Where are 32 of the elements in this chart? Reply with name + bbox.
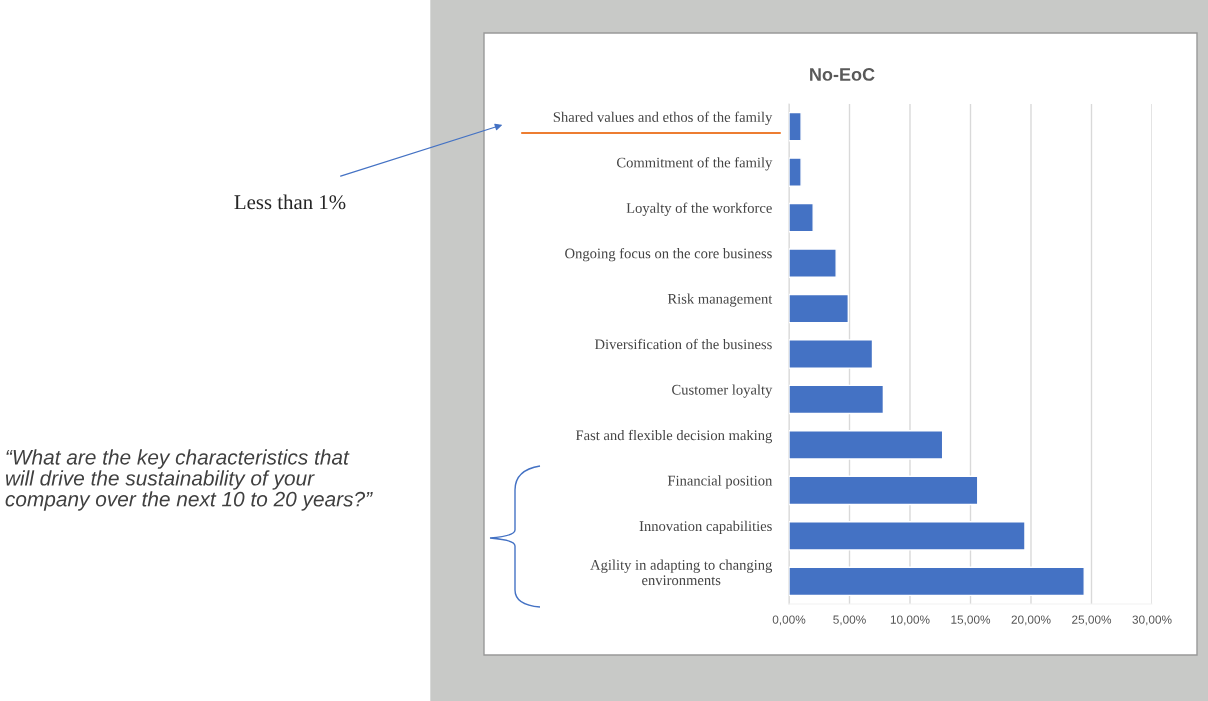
bar bbox=[789, 566, 1085, 597]
x-tick-label: 0,00% bbox=[772, 615, 806, 626]
x-tick-label: 30,00% bbox=[1132, 615, 1172, 626]
bar bbox=[789, 475, 979, 506]
bar bbox=[789, 157, 802, 187]
bar bbox=[789, 202, 814, 233]
chart-title: No-EoC bbox=[810, 68, 875, 81]
y-tick-label: Ongoing focus on the core business bbox=[565, 247, 772, 262]
y-tick-label: Agility in adapting to changing environments bbox=[590, 559, 773, 586]
y-tick-label: Shared values and ethos of the family bbox=[553, 111, 773, 126]
y-tick-label: Loyalty of the workforce bbox=[626, 202, 772, 216]
y-tick-label: Customer loyalty bbox=[672, 384, 773, 398]
x-tick-label: 25,00% bbox=[1072, 615, 1112, 626]
x-tick-label: 20,00% bbox=[1011, 615, 1051, 626]
x-tick-label: 10,00% bbox=[890, 615, 930, 626]
y-tick-label: Financial position bbox=[667, 475, 773, 489]
bar bbox=[789, 111, 802, 142]
y-tick-label: Fast and flexible decision making bbox=[575, 429, 773, 444]
bar bbox=[789, 430, 944, 460]
bar bbox=[789, 248, 837, 278]
y-tick-label: Risk management bbox=[667, 293, 773, 307]
bar bbox=[789, 521, 1026, 551]
y-tick-label: Innovation capabilities bbox=[639, 520, 772, 534]
bar bbox=[789, 293, 849, 324]
text: Less than 1% bbox=[234, 194, 346, 210]
bar bbox=[789, 339, 874, 369]
y-tick-label: Commitment of the family bbox=[617, 157, 773, 171]
bar bbox=[789, 384, 885, 415]
x-tick-label: 5,00% bbox=[833, 615, 866, 626]
y-tick-label: Diversification of the business bbox=[594, 338, 772, 350]
x-tick-label: 15,00% bbox=[951, 615, 991, 626]
text: “What are the key characteristics that will drive the sustainability of your company over the next 10 to 20 years?” bbox=[5, 449, 373, 511]
